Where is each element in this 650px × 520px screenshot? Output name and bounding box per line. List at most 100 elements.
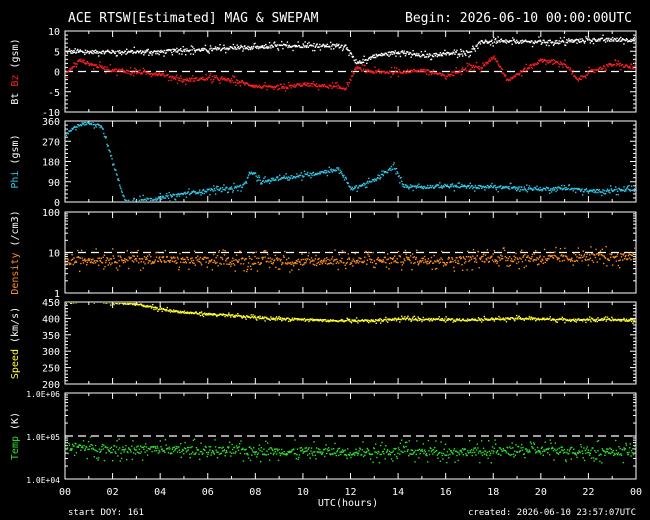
data-point <box>308 41 310 44</box>
data-point <box>249 173 252 175</box>
data-point <box>371 70 374 72</box>
data-point <box>87 259 89 261</box>
data-point <box>498 40 501 42</box>
data-point <box>565 186 567 189</box>
data-point <box>198 79 200 81</box>
data-point <box>162 50 164 52</box>
data-point <box>552 318 554 320</box>
data-point <box>538 189 541 192</box>
data-point <box>484 41 486 43</box>
data-point <box>545 258 547 260</box>
data-point <box>388 318 391 320</box>
data-point <box>486 42 489 44</box>
data-point <box>452 185 454 187</box>
data-point <box>124 50 127 52</box>
data-point <box>365 319 367 322</box>
data-point <box>422 187 424 190</box>
data-point <box>457 182 459 184</box>
data-point <box>265 250 267 252</box>
data-point <box>298 176 300 178</box>
data-point <box>405 72 407 74</box>
data-point <box>176 256 179 258</box>
data-point <box>86 261 88 264</box>
data-point <box>215 257 217 259</box>
data-point <box>106 49 109 51</box>
data-point <box>77 48 79 51</box>
data-point <box>390 52 392 54</box>
data-point <box>103 254 106 256</box>
data-point <box>627 254 630 257</box>
data-point <box>564 187 566 189</box>
data-point <box>70 259 73 261</box>
data-point <box>440 186 442 189</box>
data-point <box>349 186 351 188</box>
data-point <box>186 311 189 313</box>
data-point <box>77 51 80 53</box>
data-point <box>336 87 339 89</box>
data-point <box>585 188 587 191</box>
data-point <box>169 261 171 263</box>
data-point <box>74 126 76 128</box>
data-point <box>145 71 147 73</box>
data-point <box>606 37 608 39</box>
data-point <box>174 49 177 51</box>
data-point <box>478 267 480 269</box>
data-point <box>462 256 464 258</box>
data-point <box>540 260 543 263</box>
data-point <box>373 72 376 74</box>
data-point <box>162 256 165 258</box>
data-point <box>247 84 250 87</box>
data-point <box>564 44 567 47</box>
data-point <box>509 264 511 267</box>
data-point <box>422 259 424 262</box>
data-point <box>517 316 520 318</box>
data-point <box>587 192 590 194</box>
data-point <box>497 191 499 193</box>
data-point <box>300 319 302 321</box>
data-point <box>233 187 236 189</box>
data-point <box>373 266 375 268</box>
data-point <box>458 182 461 184</box>
data-point <box>343 321 345 323</box>
data-point <box>150 263 153 265</box>
data-point <box>557 42 560 45</box>
data-point <box>329 41 332 44</box>
data-point <box>321 85 323 88</box>
data-point <box>411 269 413 271</box>
data-point <box>279 260 282 262</box>
data-point <box>386 258 388 261</box>
y-tick-label: 350 <box>42 331 60 342</box>
data-point <box>441 319 443 322</box>
data-point <box>367 253 369 256</box>
data-point <box>422 69 424 72</box>
data-point <box>261 87 263 89</box>
data-point <box>542 189 544 191</box>
data-point <box>501 72 503 74</box>
data-point <box>310 173 313 175</box>
data-point <box>358 257 360 259</box>
data-point <box>345 178 348 180</box>
data-point <box>309 172 311 175</box>
data-point <box>432 185 434 187</box>
data-point <box>577 247 579 249</box>
data-point <box>91 259 93 261</box>
data-point <box>331 256 334 258</box>
data-point <box>467 250 469 252</box>
data-point <box>79 300 80 301</box>
data-point <box>422 319 424 321</box>
data-point <box>268 41 271 44</box>
data-point <box>173 309 175 311</box>
data-point <box>377 70 379 72</box>
data-point <box>394 259 396 262</box>
data-point <box>227 48 229 51</box>
data-point <box>337 268 339 271</box>
data-point <box>270 177 273 180</box>
data-point <box>378 68 380 71</box>
data-point <box>287 257 290 259</box>
data-point <box>145 305 148 307</box>
data-point <box>193 190 195 192</box>
data-point <box>108 300 109 301</box>
data-point <box>145 50 148 52</box>
data-point <box>265 85 268 87</box>
data-point <box>402 185 404 187</box>
